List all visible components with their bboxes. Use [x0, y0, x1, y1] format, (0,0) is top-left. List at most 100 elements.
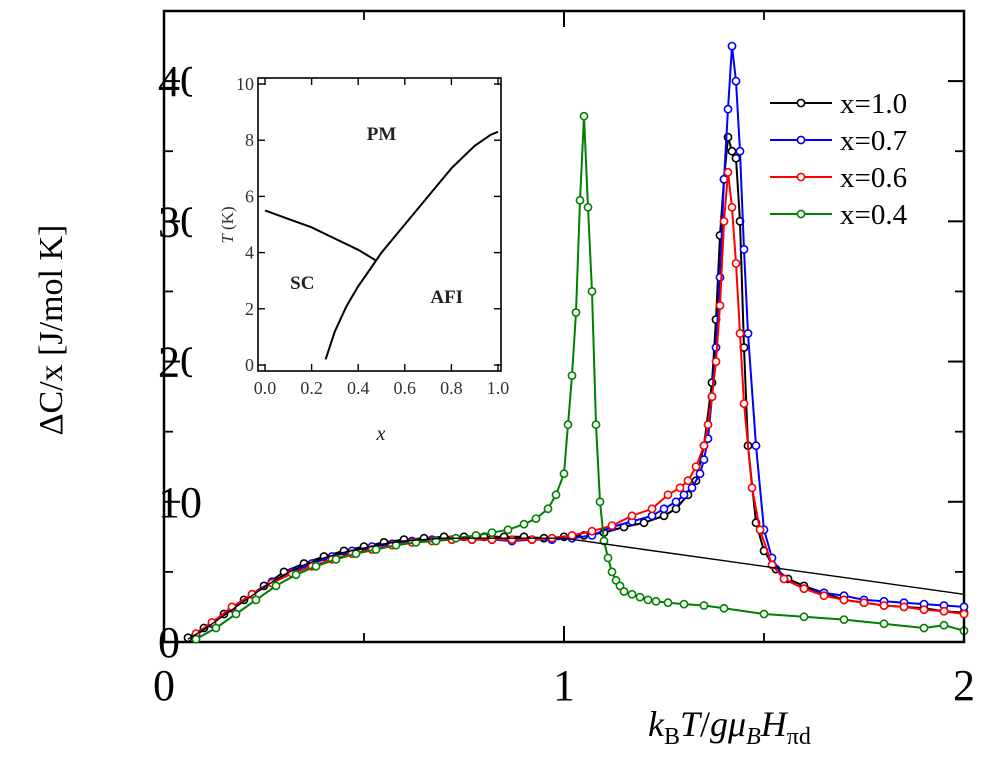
data-point — [663, 490, 673, 500]
data-point — [919, 605, 929, 615]
inset-y-tick-label: 6 — [245, 186, 254, 206]
x-tick-label: 1 — [553, 661, 575, 710]
data-point — [607, 567, 617, 577]
data-point — [519, 519, 529, 529]
data-point — [747, 483, 757, 493]
inset-y-tick-label: 0 — [245, 355, 254, 375]
inset-x-tick-label: 0.6 — [394, 378, 417, 398]
legend-entry: x=1.0 — [770, 88, 907, 120]
data-point — [687, 483, 697, 493]
data-point — [627, 589, 637, 599]
data-point — [639, 518, 649, 528]
data-point — [719, 216, 729, 226]
data-point — [671, 497, 681, 507]
data-point — [715, 272, 725, 282]
data-point — [735, 329, 745, 338]
phase-boundary-line — [324, 130, 499, 360]
inset-region-label: SC — [290, 273, 314, 294]
inset-y-tick-label: 8 — [245, 130, 254, 150]
data-point — [651, 596, 661, 606]
data-point — [311, 561, 321, 571]
data-point — [575, 195, 585, 205]
tick-layer — [163, 11, 965, 643]
data-point — [759, 609, 769, 619]
x-tick-label: 0 — [153, 661, 175, 710]
data-point — [695, 469, 705, 479]
data-point — [727, 41, 737, 51]
data-point — [231, 609, 241, 619]
data-point — [939, 620, 949, 630]
data-point — [583, 202, 593, 212]
data-point — [799, 584, 809, 594]
data-point — [731, 76, 741, 86]
data-point — [839, 615, 849, 624]
data-point — [331, 554, 341, 564]
legend-label: x=0.7 — [840, 125, 907, 157]
x-tick-label: 2 — [953, 661, 975, 710]
inset-x-tick-label: 0.0 — [254, 378, 277, 398]
series-x-0-4 — [191, 111, 969, 644]
data-point — [507, 535, 517, 544]
legend-label: x=0.4 — [840, 199, 908, 231]
data-point — [819, 591, 829, 601]
data-point — [571, 308, 581, 317]
inset-x-axis-label: x — [376, 423, 386, 445]
data-point — [603, 553, 613, 563]
data-point — [715, 301, 725, 310]
x-axis-label: kBT/gμBHπd — [648, 704, 811, 750]
data-point — [751, 441, 761, 451]
data-point — [711, 357, 721, 366]
data-point — [679, 490, 689, 500]
data-point — [699, 455, 709, 465]
data-point — [607, 521, 617, 530]
legend-entry: x=0.7 — [770, 125, 907, 157]
data-point — [643, 595, 653, 605]
data-point — [587, 526, 597, 536]
legend-swatch-marker — [796, 209, 806, 219]
data-point — [719, 603, 729, 613]
inset-tick-layer — [258, 78, 501, 371]
data-point — [599, 536, 609, 546]
legend-swatch-marker — [796, 172, 806, 182]
data-point — [735, 146, 745, 156]
data-point — [959, 602, 969, 612]
data-point — [471, 531, 481, 540]
data-point — [251, 595, 261, 605]
y-axis-label: ΔC/x [J/mol K] — [33, 225, 70, 436]
inset-background — [192, 46, 554, 464]
inset-annotations: PM SC AFI — [290, 124, 463, 308]
data-point — [707, 392, 717, 401]
data-point — [371, 545, 381, 554]
data-point — [879, 619, 889, 629]
data-point — [663, 598, 673, 608]
legend-label: x=1.0 — [840, 88, 907, 120]
data-point — [839, 595, 849, 605]
series-line — [187, 537, 965, 640]
data-point — [487, 535, 497, 544]
legend-swatch-marker — [796, 135, 806, 145]
data-point — [739, 244, 749, 254]
data-point — [659, 504, 669, 514]
inset-x-tick-label: 0.4 — [347, 378, 370, 398]
data-point — [899, 602, 909, 612]
data-point — [579, 111, 589, 121]
series-layer — [183, 41, 969, 644]
data-point — [635, 592, 645, 602]
data-point — [659, 511, 669, 521]
inset-y-tick-label: 10 — [236, 74, 254, 94]
inset-phase-diagram: 0.0 0.2 0.4 0.6 0.8 1.0 0 2 4 6 8 10 T (K) x PM SC AF… — [192, 46, 554, 464]
data-point — [567, 371, 577, 380]
data-point — [691, 462, 701, 472]
phase-boundary-line — [264, 209, 378, 262]
data-point — [527, 535, 537, 544]
data-point — [755, 525, 765, 535]
legend-entry: x=0.4 — [770, 199, 908, 231]
data-point — [699, 601, 709, 610]
y-tick-label: 10 — [158, 478, 202, 527]
data-point — [779, 574, 789, 584]
data-point — [939, 606, 949, 616]
y-tick-label: 0 — [158, 618, 180, 667]
inset-x-tick-label: 0.8 — [440, 378, 463, 398]
data-point — [671, 504, 681, 514]
